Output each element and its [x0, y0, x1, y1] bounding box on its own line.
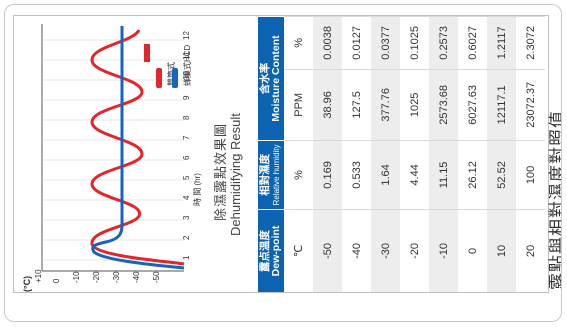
table-cell: 1.64: [371, 140, 400, 210]
table-cell: 127.5: [342, 69, 371, 141]
dew-point-chart-svg: [41, 24, 185, 272]
series-dual-tower: [90, 29, 185, 266]
table-cell: -50: [313, 209, 342, 292]
table-cell: 0.169: [313, 140, 342, 210]
table-cell: 6027.63: [458, 69, 487, 141]
dew-point-chart: 雙筒式 蜂巢式HCD +10 0 -10 -20 -30 -40 -50 1 2…: [14, 16, 202, 292]
table-row: -20 4.44 1025 0.1025: [400, 16, 429, 292]
table-cell: 1025: [400, 69, 429, 141]
x-tick-label: 4: [182, 195, 191, 200]
unit-cell: %: [284, 16, 313, 70]
y-tick-label: -50: [152, 271, 161, 283]
header-rh-en: Relative humidity: [272, 144, 281, 206]
y-tick-label: -40: [132, 271, 141, 283]
footer-title: 露點與相對濕度對照值: [548, 110, 562, 290]
table-cell: 38.96: [313, 69, 342, 141]
table-cell: 0.2573: [429, 16, 458, 70]
series-honeycomb-hcd: [91, 26, 185, 270]
caption-en: Dehumidifying Result: [228, 113, 243, 236]
unit-cell: %: [284, 140, 313, 210]
header-dew-en: Dew-point: [270, 225, 282, 277]
x-tick-label: 5: [182, 175, 191, 180]
table-cell: 0.533: [342, 140, 371, 210]
table-cell: 20: [516, 209, 545, 292]
x-tick-label: 9: [182, 95, 191, 100]
y-tick-label: -30: [112, 271, 121, 283]
table-cell: 2.3072: [516, 16, 545, 70]
table-cell: 2573.68: [429, 69, 458, 141]
table-cell: 0.1025: [400, 16, 429, 70]
caption-zh: 除濕露點效果圖: [213, 122, 228, 221]
table-cell: -40: [342, 209, 371, 292]
table-cell: 0.6027: [458, 16, 487, 70]
table-cell: 0.0038: [313, 16, 342, 70]
x-tick-label: 7: [182, 135, 191, 140]
table-cell: 23072.37: [516, 69, 545, 141]
header-dew-point: 露点温度 Dew-point: [258, 209, 284, 292]
x-tick-label: 3: [182, 215, 191, 220]
table-cell: 0.0377: [371, 16, 400, 70]
y-axis-unit: (°C): [22, 275, 32, 292]
table-row: -10 11.15 2573.68 0.2573: [429, 16, 458, 292]
table-cell: 52.52: [487, 140, 516, 210]
y-tick-label: +10: [34, 269, 43, 283]
table-cell: 1.2117: [487, 16, 516, 70]
y-tick-label: 0: [52, 278, 61, 283]
table-row: -30 1.64 377.76 0.0377: [371, 16, 400, 292]
x-tick-label: 6: [182, 155, 191, 160]
y-tick-label: -20: [92, 271, 101, 283]
table-row: -50 0.169 38.96 0.0038: [313, 16, 342, 292]
table-cell: 10: [487, 209, 516, 292]
x-tick-label: 2: [182, 235, 191, 240]
x-tick-label: 8: [182, 115, 191, 120]
header-mc-en: Moisture Content: [270, 35, 282, 122]
content-card: 雙筒式 蜂巢式HCD +10 0 -10 -20 -30 -40 -50 1 2…: [4, 4, 562, 322]
table-cell: 11.15: [429, 140, 458, 210]
units-row: ℃ % PPM %: [284, 16, 313, 292]
table-row: -40 0.533 127.5 0.0127: [342, 16, 371, 292]
unit-cell: ℃: [284, 209, 313, 292]
unit-cell: PPM: [284, 69, 313, 141]
table-cell: 0: [458, 209, 487, 292]
x-tick-label: 11: [182, 51, 191, 60]
header-rh-zh: 相對濕度: [259, 153, 271, 196]
table-cell: 12117.1: [487, 69, 516, 141]
table-cell: 0.0127: [342, 16, 371, 70]
table-row: 10 52.52 12117.1 1.2117: [487, 16, 516, 292]
legend-swatch-blue: [172, 68, 178, 88]
table-cell: 377.76: [371, 69, 400, 141]
x-axis-title: 時 間 (hr): [193, 173, 202, 206]
y-tick-label: -10: [72, 271, 81, 283]
table-row: 0 26.12 6027.63 0.6027: [458, 16, 487, 292]
table-cell: 100: [516, 140, 545, 210]
table-cell: 4.44: [400, 140, 429, 210]
legend-swatch-red: [156, 68, 162, 88]
x-tick-label: 10: [182, 71, 191, 80]
dew-point-table: 露点温度 Dew-point 相對濕度 Relative humidity 含水…: [258, 16, 549, 292]
x-tick-label: 1: [182, 255, 191, 260]
table-cell: -20: [400, 209, 429, 292]
table-cell: -10: [429, 209, 458, 292]
table-row: 20 100 23072.37 2.3072: [516, 16, 545, 292]
table-cell: 26.12: [458, 140, 487, 210]
legend-swatch-dual: [144, 44, 150, 62]
table-cell: -30: [371, 209, 400, 292]
header-relative-humidity: 相對濕度 Relative humidity: [258, 140, 284, 210]
x-tick-label: 12: [182, 31, 191, 40]
figure-frame: 雙筒式 蜂巢式HCD +10 0 -10 -20 -30 -40 -50 1 2…: [13, 15, 549, 293]
header-moisture-content: 含水率 Moisture Content: [258, 16, 284, 141]
